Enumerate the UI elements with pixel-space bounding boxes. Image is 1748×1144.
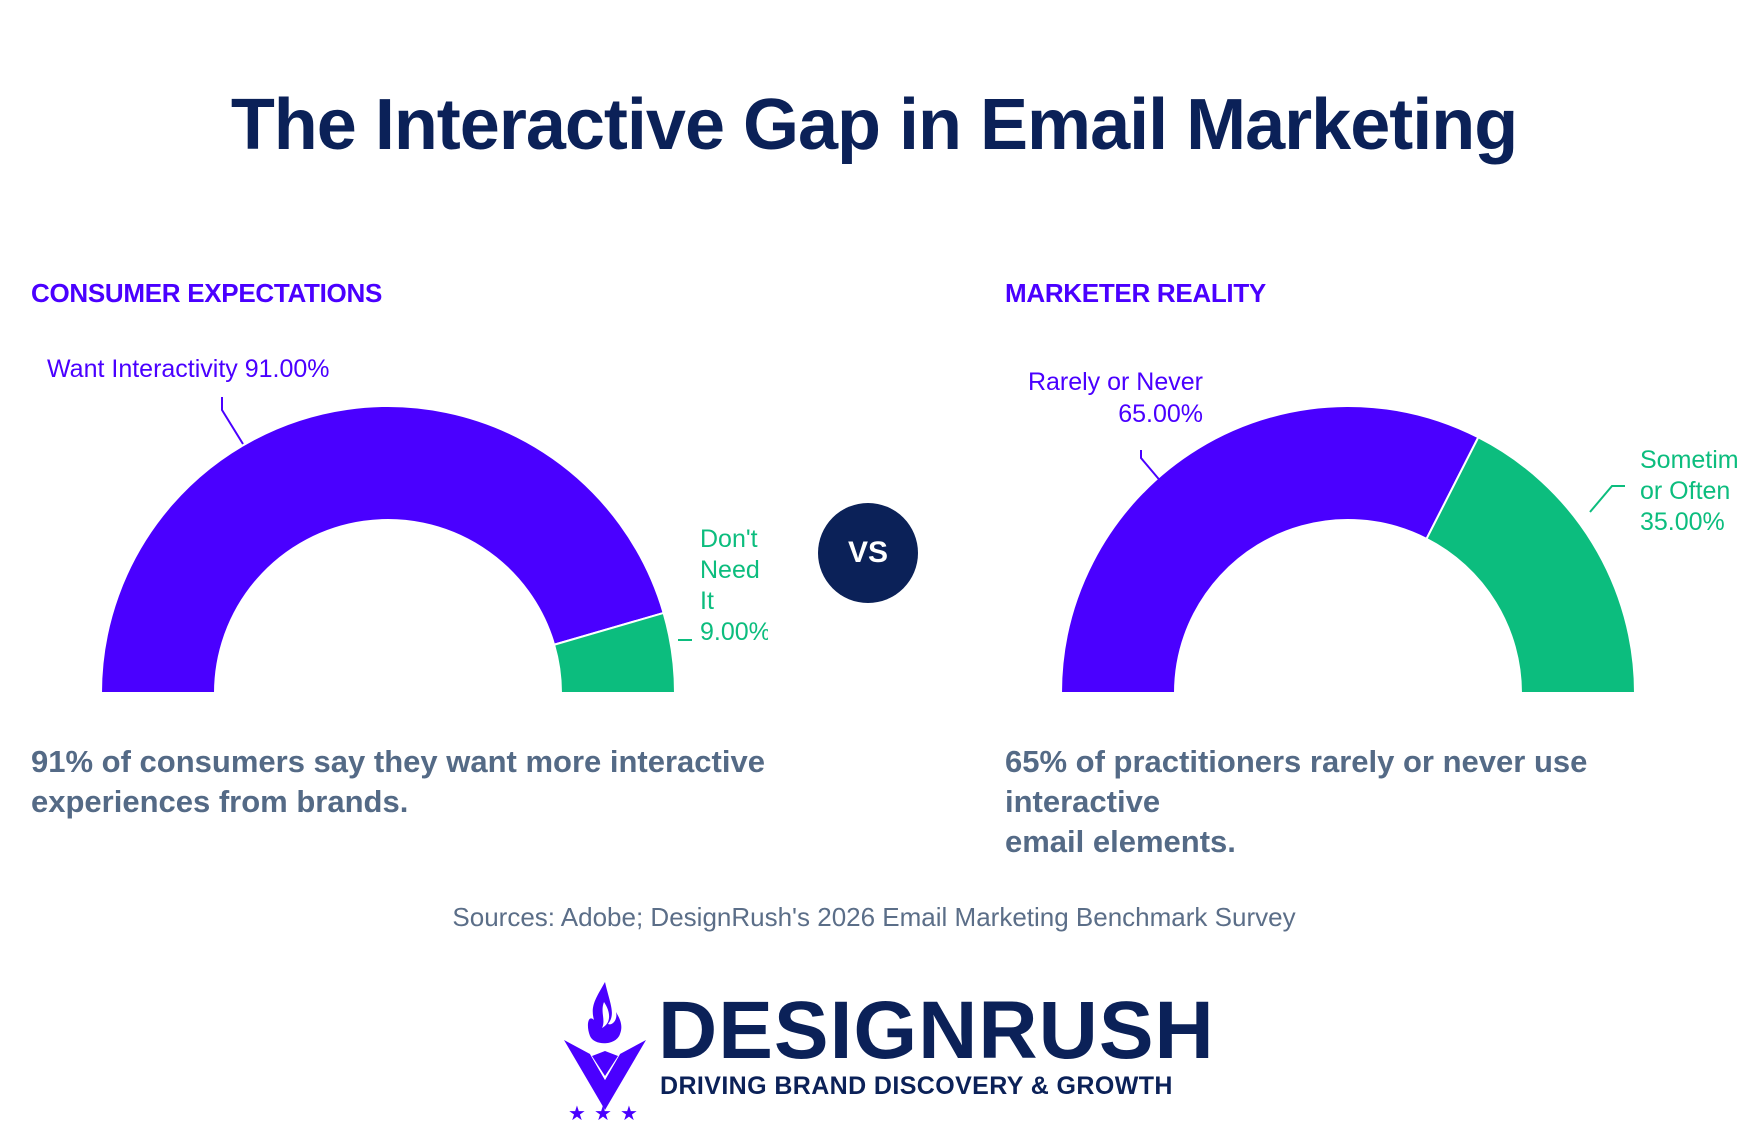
- sources-note: Sources: Adobe; DesignRush's 2026 Email …: [452, 902, 1296, 932]
- data-label: It: [700, 587, 714, 615]
- logo-wordmark: DESIGNRUSH: [658, 985, 1215, 1076]
- data-label: 35.00%: [1640, 508, 1725, 536]
- data-label: or Often: [1640, 477, 1730, 505]
- label-leader-line: [221, 397, 244, 445]
- data-label: Need: [700, 556, 760, 584]
- label-leader-line: [1589, 485, 1625, 513]
- section-title-consumer: CONSUMER EXPECTATIONS: [31, 278, 382, 308]
- designrush-logo: ★ ★ ★ DESIGNRUSH DRIVING BRAND DISCOVERY…: [560, 980, 1214, 1120]
- section-title-marketer: MARKETER REALITY: [1005, 278, 1266, 308]
- svg-text:★: ★: [594, 1101, 612, 1120]
- consumer-donut-chart: Want Interactivity 91.00% Don't Need It 9.00…: [47, 355, 771, 694]
- donut-segment-want-interactivity: [99, 405, 665, 694]
- donut-segment-sometimes-or-often: [1425, 435, 1637, 694]
- data-label: Want Interactivity 91.00%: [47, 355, 330, 383]
- label-leader-line: [1140, 450, 1169, 491]
- consumer-description-line: 91% of consumers say they want more inte…: [31, 744, 765, 779]
- data-label: Don't: [700, 525, 758, 553]
- data-label: Rarely or Never: [1028, 368, 1203, 396]
- data-label: Sometim: [1640, 446, 1739, 474]
- consumer-description-line: experiences from brands.: [31, 784, 409, 819]
- marketer-description-line: email elements.: [1005, 824, 1236, 859]
- donut-segment-don-t-need-it: [552, 611, 677, 694]
- data-label: 9.00%: [700, 618, 771, 646]
- logo-tagline: DRIVING BRAND DISCOVERY & GROWTH: [660, 1072, 1173, 1100]
- svg-text:★: ★: [620, 1101, 638, 1120]
- donut-segment-rarely-or-never: [1059, 405, 1480, 694]
- designrush-torch-icon: ★ ★ ★: [564, 982, 646, 1120]
- vs-label: VS: [847, 536, 889, 569]
- svg-text:★: ★: [568, 1101, 586, 1120]
- consumer-description: 91% of consumers say they want more inte…: [31, 742, 791, 822]
- marketer-donut-chart: Rarely or Never 65.00% Sometim or Often 35.0…: [1028, 368, 1739, 694]
- marketer-description-line: 65% of practitioners rarely or never use…: [1005, 744, 1588, 819]
- vs-badge: VS: [818, 503, 918, 603]
- data-label: 65.00%: [1118, 400, 1203, 428]
- page-title: The Interactive Gap in Email Marketing: [230, 85, 1518, 165]
- marketer-description: 65% of practitioners rarely or never use…: [1005, 742, 1745, 862]
